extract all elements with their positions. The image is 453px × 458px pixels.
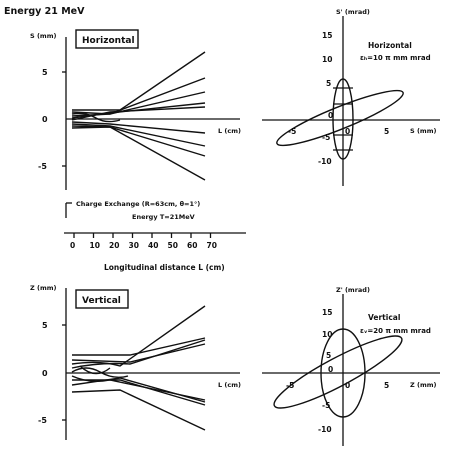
scale-tick-label: 30	[129, 241, 139, 250]
scale-tick-label: 20	[109, 241, 119, 250]
top-phase-y-tick: 15	[322, 31, 332, 40]
phase-ellipse-tilted	[276, 89, 404, 147]
horizontal-label: Horizontal	[82, 36, 135, 46]
bottom-phase-x-tick: 5	[384, 381, 389, 390]
envelope-line	[72, 51, 206, 111]
top-phase-x-tick: -5	[288, 127, 296, 136]
vertical-label: Vertical	[82, 296, 121, 306]
envelope-line	[71, 367, 129, 379]
bottom-phase-title: Vertical	[368, 313, 400, 322]
bottom-phase-y-tick: 15	[322, 308, 332, 317]
envelope-line	[71, 121, 206, 134]
envelope-line	[71, 91, 206, 117]
top-y-tick: 0	[42, 115, 48, 124]
top-phase-y-tick: 0	[328, 111, 333, 120]
top-phase-x-label: S (mm)	[410, 127, 436, 135]
bottom-phase-y-tick: -10	[318, 425, 332, 434]
bottom-phase-y-tick: 5	[326, 351, 331, 360]
bottom-phase-y-tick: 0	[328, 365, 333, 374]
distance-scale: Charge Exchange (R=63cm, θ=1°) Energy T=…	[64, 200, 246, 272]
top-phase-y-label: S' (mrad)	[336, 8, 370, 16]
envelope-line	[71, 343, 206, 363]
top-x-axis-label: L (cm)	[218, 127, 241, 135]
bottom-y-tick: 0	[42, 369, 48, 378]
top-phase-emittance: εₕ=10 π mm mrad	[360, 54, 431, 62]
top-phase-x-tick: 5	[384, 127, 389, 136]
horizontal-label-box	[75, 29, 139, 49]
top-y-tick: -5	[38, 162, 47, 171]
bottom-envelope-plot: Z (mm) 5 0 -5 L (cm) Vertical	[30, 284, 241, 440]
bottom-phase-emittance: εᵥ=20 π mm mrad	[360, 327, 431, 335]
envelope-line	[71, 123, 206, 147]
bottom-y-axis-label: Z (mm)	[30, 284, 56, 292]
envelope-line	[72, 379, 206, 406]
envelope-line	[71, 102, 206, 119]
vertical-label-box	[75, 289, 129, 309]
bottom-phase-x-label: Z (mm)	[410, 381, 436, 389]
top-phase-y-tick: 10	[322, 55, 332, 64]
envelope-line	[71, 389, 206, 431]
bottom-y-tick: -5	[38, 416, 47, 425]
scale-tick-label: 0	[70, 241, 75, 250]
envelope-line	[71, 339, 206, 369]
energy-title: Energy 21 MeV	[4, 6, 85, 17]
envelope-line	[72, 337, 206, 356]
top-y-tick: 5	[42, 68, 48, 77]
envelope-line	[79, 365, 111, 375]
top-envelope-plot: S (mm) 5 0 -5 L (cm) Horizontal	[30, 29, 241, 190]
scale-caption-line1: Charge Exchange (R=63cm, θ=1°)	[76, 200, 200, 208]
phase-ellipse-tilted	[273, 335, 403, 409]
top-phase-title: Horizontal	[368, 41, 412, 50]
top-phase-y-tick: -10	[318, 157, 332, 166]
scale-tick-label: 40	[148, 241, 158, 250]
scale-tick-label: 70	[207, 241, 217, 250]
scale-tick-label: 60	[187, 241, 197, 250]
scale-tick-label: 10	[90, 241, 100, 250]
envelope-line	[71, 106, 206, 121]
bottom-phase-plot: Z' (mrad) 15 10 5 0 -5 -10 -5 0 5 Z (mm)…	[262, 286, 440, 446]
phase-ellipse-upright	[332, 78, 354, 160]
envelope-line	[71, 112, 121, 123]
top-phase-y-tick: 5	[326, 79, 331, 88]
scale-axis-label: Longitudinal distance L (cm)	[104, 263, 225, 272]
scale-caption-line2: Energy T=21MeV	[132, 213, 195, 221]
top-y-axis-label: S (mm)	[30, 32, 56, 40]
top-phase-y-tick: -5	[322, 133, 330, 142]
top-phase-x-tick: 0	[345, 127, 350, 136]
envelope-line	[71, 305, 206, 367]
bottom-phase-x-tick: 0	[345, 381, 350, 390]
bottom-phase-y-label: Z' (mrad)	[336, 286, 370, 294]
bottom-phase-y-tick: 10	[322, 330, 332, 339]
bottom-y-tick: 5	[42, 321, 48, 330]
bottom-phase-y-tick: -5	[322, 401, 330, 410]
top-phase-plot: S' (mrad) 15 10 5 0 -5 -10 -5 0 5 S (mm)…	[262, 8, 440, 186]
envelope-line	[71, 126, 206, 181]
bottom-x-axis-label: L (cm)	[218, 381, 241, 389]
scale-tick-label: 50	[168, 241, 178, 250]
